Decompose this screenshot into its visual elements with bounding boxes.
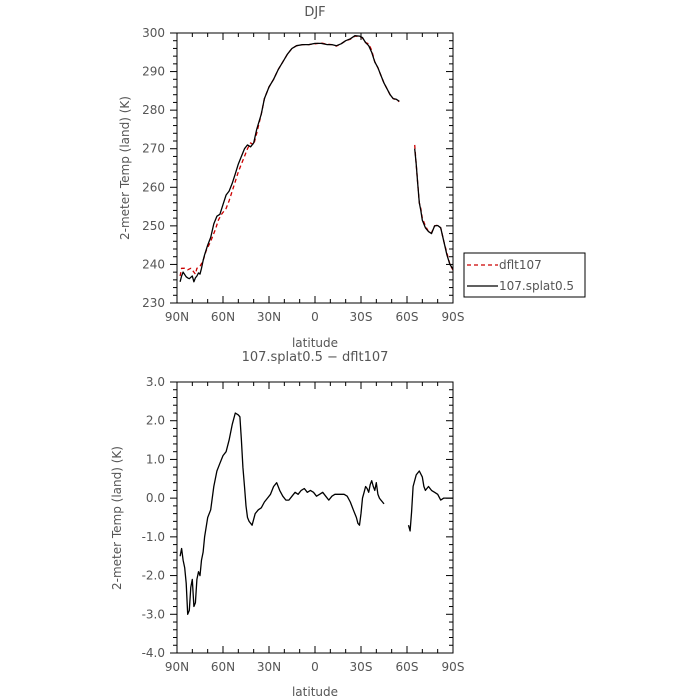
top-chart: DJF 90N 60N 30N 0 30S 60S 90S 230 240 250 260 270 28…: [118, 5, 586, 350]
legend-label-dflt107: dflt107: [499, 258, 542, 272]
bottom-chart-series-0: [179, 412, 453, 615]
top-chart-ytick-label: 240: [142, 257, 165, 271]
top-chart-series-107-splat0-5: [179, 35, 454, 283]
top-chart-xtick-label: 30S: [350, 310, 373, 324]
bottom-chart-title: 107.splat0.5 − dflt107: [242, 350, 389, 365]
top-chart-ytick-label: 280: [142, 103, 165, 117]
top-chart-ylabel: 2-meter Temp (land) (K): [118, 96, 132, 240]
bottom-chart-ytick-label: 2.0: [146, 414, 165, 428]
bottom-chart-xtick-label: 90N: [165, 660, 189, 674]
top-chart-xtick-label: 90N: [165, 310, 189, 324]
bottom-chart-xtick-label: 60S: [396, 660, 419, 674]
top-chart-title: DJF: [304, 5, 325, 20]
top-chart-series-dflt107-line-0: [179, 35, 400, 277]
top-chart-series-dflt107: [179, 35, 454, 277]
bottom-plot-area: 90N 60N 30N 0 30S 60S 90S -4.0 -3.0 -2.0 -1.0 0.0 1.…: [142, 375, 465, 674]
bottom-chart-ylabel: 2-meter Temp (land) (K): [110, 446, 124, 590]
bottom-chart-ytick-label: -4.0: [142, 646, 165, 660]
top-plot-area: 90N 60N 30N 0 30S 60S 90S 230 240 250 260 270 280 290…: [142, 26, 464, 324]
top-chart-frame: [176, 32, 454, 304]
legend-label-107-splat0-5: 107.splat0.5: [499, 279, 574, 293]
top-chart-ytick-label: 270: [142, 142, 165, 156]
top-chart-series-107-splat0-5-line-1: [414, 148, 454, 270]
top-chart-xtick-label: 30N: [257, 310, 281, 324]
top-chart-ytick-label: 260: [142, 180, 165, 194]
bottom-chart-xtick-label: 90S: [442, 660, 465, 674]
bottom-chart-ytick-label: 1.0: [146, 452, 165, 466]
top-chart-ytick-label: 230: [142, 296, 165, 310]
bottom-chart-series-0-line-1: [407, 470, 453, 532]
top-chart-ytick-label: 290: [142, 65, 165, 79]
top-chart-xtick-label: 0: [311, 310, 319, 324]
bottom-chart-ytick-label: -2.0: [142, 569, 165, 583]
top-chart-xtick-label: 60N: [211, 310, 235, 324]
bottom-chart: 107.splat0.5 − dflt107 90N 60N 30N 0 30S 60S 9…: [110, 350, 464, 699]
bottom-chart-xtick-label: 30S: [350, 660, 373, 674]
top-chart-ytick-label: 250: [142, 219, 165, 233]
top-chart-ytick-label: 300: [142, 26, 165, 40]
bottom-chart-ytick-label: -1.0: [142, 530, 165, 544]
top-chart-legend: dflt107 107.splat0.5: [463, 252, 586, 298]
legend-box: [463, 252, 586, 298]
bottom-chart-xtick-label: 0: [311, 660, 319, 674]
top-chart-xtick-label: 60S: [396, 310, 419, 324]
top-chart-xlabel: latitude: [292, 336, 338, 350]
bottom-chart-series-0-line-0: [179, 412, 385, 615]
bottom-chart-ytick-label: 3.0: [146, 375, 165, 389]
bottom-chart-ytick-label: 0.0: [146, 491, 165, 505]
bottom-chart-xtick-label: 30N: [257, 660, 281, 674]
bottom-chart-xlabel: latitude: [292, 685, 338, 699]
top-chart-xtick-label: 90S: [442, 310, 465, 324]
top-chart-series-107-splat0-5-line-0: [179, 35, 400, 283]
bottom-chart-ytick-label: -3.0: [142, 607, 165, 621]
bottom-chart-xtick-label: 60N: [211, 660, 235, 674]
